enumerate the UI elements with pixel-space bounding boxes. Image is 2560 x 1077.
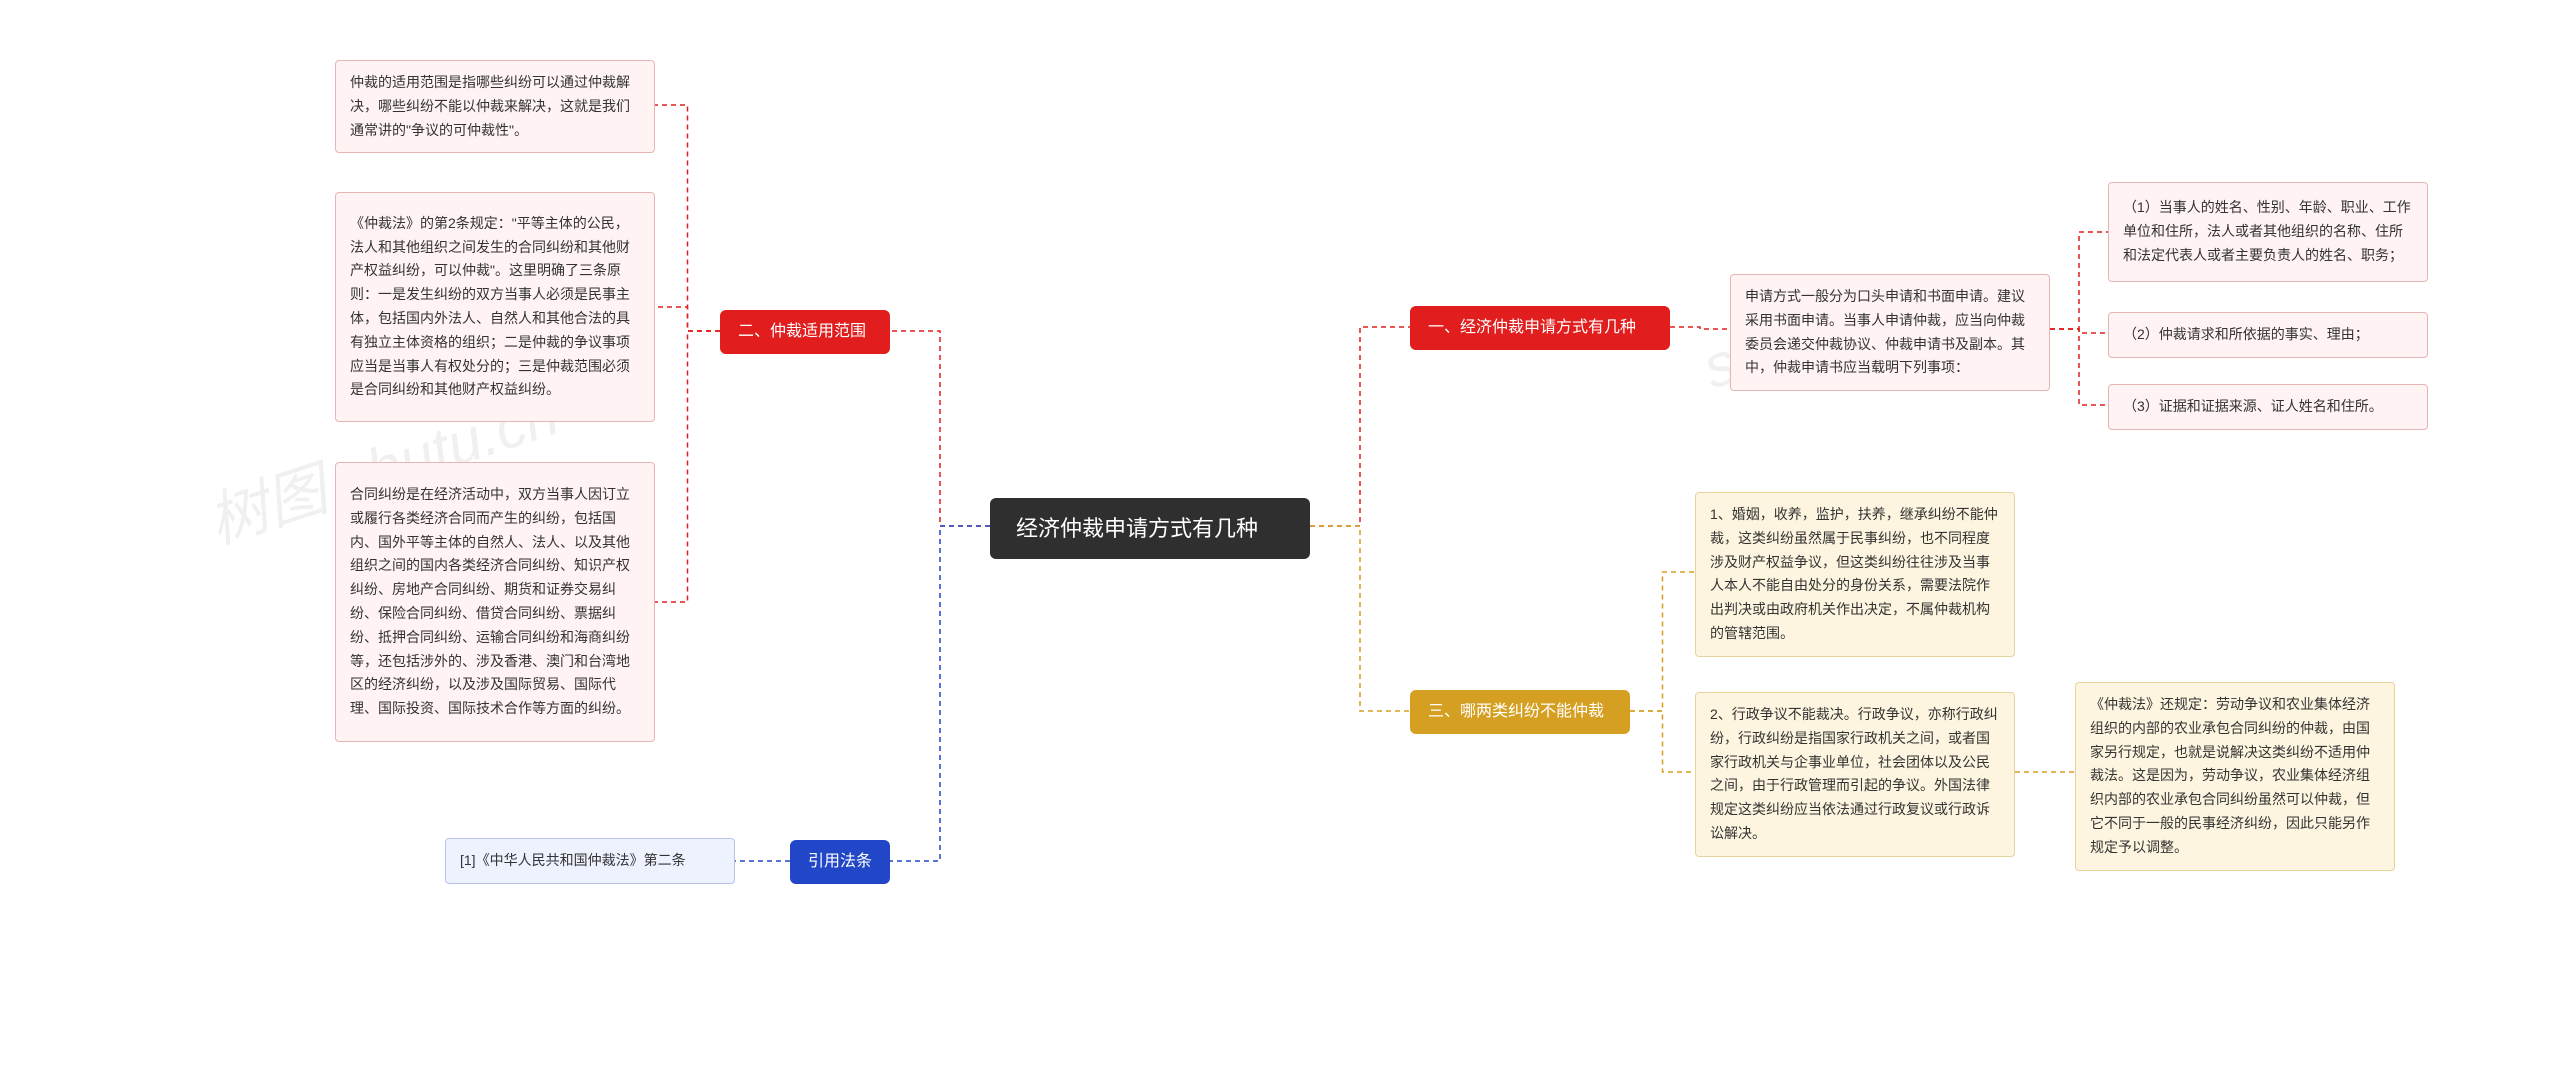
leaf-b1c1c: （3）证据和证据来源、证人姓名和住所。 xyxy=(2108,384,2428,430)
center-node: 经济仲裁申请方式有几种 xyxy=(990,498,1310,559)
branch-b2: 二、仲裁适用范围 xyxy=(720,310,890,354)
leaf-b1c1b: （2）仲裁请求和所依据的事实、理由； xyxy=(2108,312,2428,358)
branch-b1: 一、经济仲裁申请方式有几种 xyxy=(1410,306,1670,350)
leaf-b2c2: 《仲裁法》的第2条规定："平等主体的公民，法人和其他组织之间发生的合同纠纷和其他… xyxy=(335,192,655,422)
leaf-b1c1a: （1）当事人的姓名、性别、年龄、职业、工作单位和住所，法人或者其他组织的名称、住… xyxy=(2108,182,2428,282)
leaf-b3c1: 1、婚姻，收养，监护，扶养，继承纠纷不能仲裁，这类纠纷虽然属于民事纠纷，也不同程… xyxy=(1695,492,2015,657)
leaf-b2c1: 仲裁的适用范围是指哪些纠纷可以通过仲裁解决，哪些纠纷不能以仲裁来解决，这就是我们… xyxy=(335,60,655,153)
leaf-b1c1: 申请方式一般分为口头申请和书面申请。建议采用书面申请。当事人申请仲裁，应当向仲裁… xyxy=(1730,274,2050,391)
leaf-b3c2: 2、行政争议不能裁决。行政争议，亦称行政纠纷，行政纠纷是指国家行政机关之间，或者… xyxy=(1695,692,2015,857)
branch-b4: 引用法条 xyxy=(790,840,890,884)
branch-b3: 三、哪两类纠纷不能仲裁 xyxy=(1410,690,1630,734)
leaf-b4c1: [1]《中华人民共和国仲裁法》第二条 xyxy=(445,838,735,884)
leaf-b3c2a: 《仲裁法》还规定：劳动争议和农业集体经济组织的内部的农业承包合同纠纷的仲裁，由国… xyxy=(2075,682,2395,871)
leaf-b2c3: 合同纠纷是在经济活动中，双方当事人因订立或履行各类经济合同而产生的纠纷，包括国内… xyxy=(335,462,655,742)
